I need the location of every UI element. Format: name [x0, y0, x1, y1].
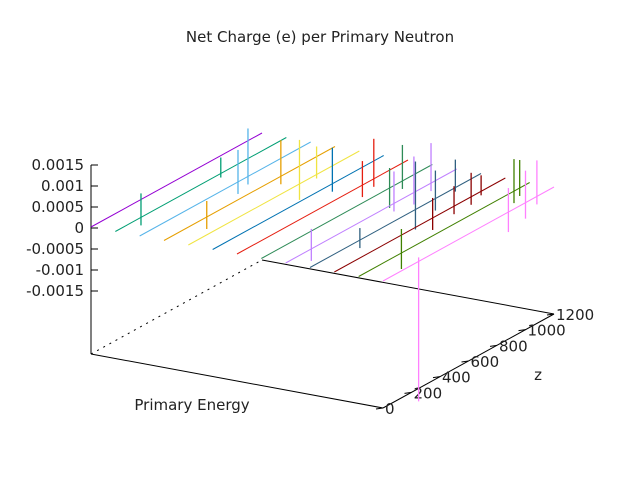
depth-tick-mark — [489, 344, 498, 347]
depth-tick-label: 800 — [499, 337, 528, 355]
left-base-line — [90, 259, 263, 355]
z-tick-label: -0.001 — [36, 261, 84, 279]
x-axis-label: Primary Energy — [134, 396, 249, 414]
series-line — [261, 164, 433, 259]
series-line — [115, 137, 287, 232]
axes-frame — [90, 165, 555, 409]
depth-tick-mark — [546, 313, 555, 316]
z-tick-label: 0.001 — [41, 177, 84, 195]
series-line — [236, 159, 409, 255]
series-line — [188, 150, 360, 246]
series-line — [358, 182, 530, 277]
z-axis-ticks: 0.0015 0.001 0.0005 0 -0.0005 -0.001 -0.0015 — [26, 156, 98, 300]
z-tick-label: 0.0005 — [32, 198, 85, 216]
back-base-line — [261, 259, 555, 315]
series-line — [163, 146, 336, 241]
series-line — [285, 168, 457, 264]
depth-tick-mark — [375, 407, 384, 410]
series-line — [382, 186, 555, 282]
series-line — [139, 141, 311, 237]
depth-tick-label: 0 — [385, 400, 395, 418]
depth-tick-mark — [518, 329, 526, 332]
chart-title: Net Charge (e) per Primary Neutron — [186, 28, 454, 46]
series-line — [309, 173, 482, 268]
depth-axis-label: z — [534, 366, 542, 384]
z-tick-label: 0 — [74, 219, 84, 237]
depth-tick-mark — [404, 391, 412, 394]
series-line — [90, 132, 263, 228]
depth-tick-label: 1000 — [528, 322, 566, 340]
depth-tick-label: 400 — [442, 369, 471, 387]
depth-tick-mark — [432, 376, 441, 379]
z-tick-label: -0.0015 — [26, 282, 84, 300]
depth-tick-label: 1200 — [556, 306, 594, 324]
series-line — [334, 177, 506, 273]
z-tick-label: -0.0005 — [26, 240, 84, 258]
series-line — [212, 155, 384, 250]
depth-tick-label: 600 — [471, 353, 500, 371]
depth-tick-label: 200 — [414, 384, 443, 402]
z-tick-label: 0.0015 — [32, 156, 85, 174]
series-group — [90, 128, 555, 402]
energy-axis-line — [90, 353, 384, 409]
depth-tick-mark — [461, 360, 469, 363]
